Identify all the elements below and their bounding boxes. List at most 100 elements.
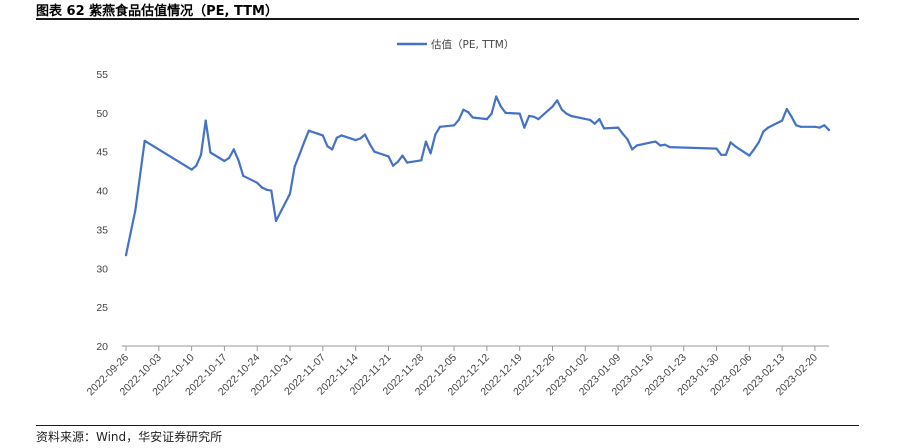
data-point xyxy=(195,164,198,167)
data-point xyxy=(363,133,367,136)
data-point xyxy=(396,160,399,163)
source-note: 资料来源：Wind，华安证券研究所 xyxy=(36,430,223,444)
data-point xyxy=(528,114,531,118)
data-point xyxy=(593,122,596,125)
data-point xyxy=(659,144,662,147)
data-point xyxy=(265,188,268,191)
data-point xyxy=(237,159,240,162)
data-point xyxy=(457,118,460,121)
data-point xyxy=(537,118,540,121)
data-point xyxy=(626,138,629,141)
data-point xyxy=(827,128,831,132)
data-point xyxy=(401,154,404,157)
data-point xyxy=(551,105,554,108)
data-point xyxy=(485,118,488,121)
data-point xyxy=(748,154,751,157)
title-divider xyxy=(36,18,859,20)
data-point xyxy=(270,189,273,192)
data-point xyxy=(124,254,128,257)
data-point xyxy=(143,139,146,142)
data-point xyxy=(785,107,788,111)
data-point xyxy=(307,129,310,132)
data-point xyxy=(499,105,502,108)
data-point xyxy=(495,95,498,98)
legend: 估值（PE, TTM） xyxy=(397,38,514,51)
data-point xyxy=(720,153,723,156)
series-line xyxy=(124,95,831,257)
data-point xyxy=(635,144,638,147)
data-point xyxy=(335,136,338,139)
data-point xyxy=(321,134,324,137)
data-point xyxy=(565,112,568,115)
data-point xyxy=(204,119,207,122)
data-point xyxy=(223,159,226,163)
data-point xyxy=(532,115,535,118)
data-point xyxy=(504,111,507,114)
data-point xyxy=(654,140,657,143)
data-point xyxy=(813,125,817,128)
data-point xyxy=(288,192,292,195)
data-point xyxy=(232,148,235,151)
data-point xyxy=(242,174,245,177)
data-point xyxy=(560,108,564,111)
y-tick-label: 45 xyxy=(96,147,108,159)
source-divider xyxy=(36,425,859,426)
data-point xyxy=(518,112,521,115)
data-point xyxy=(795,124,798,127)
data-point xyxy=(420,159,423,162)
y-tick-label: 25 xyxy=(96,302,108,314)
data-point xyxy=(752,148,756,151)
y-tick-label: 35 xyxy=(96,224,108,236)
data-point xyxy=(256,181,259,184)
data-point xyxy=(734,145,737,148)
data-point xyxy=(387,155,390,158)
data-point xyxy=(134,208,137,212)
figure-title: 图表 62 紫燕食品估值情况（PE, TTM） xyxy=(36,4,278,19)
data-point xyxy=(602,127,606,130)
x-axis: 2022-09-262022-10-032022-10-102022-10-17… xyxy=(85,345,829,398)
data-point xyxy=(598,118,601,121)
data-point xyxy=(354,139,357,142)
data-point xyxy=(570,114,573,118)
data-point xyxy=(757,141,760,144)
data-point xyxy=(326,145,329,148)
data-point xyxy=(649,141,653,144)
data-point xyxy=(621,132,624,135)
y-tick-label: 50 xyxy=(96,108,108,120)
data-point xyxy=(434,133,437,136)
data-point xyxy=(523,126,526,129)
data-point xyxy=(556,99,559,102)
data-point xyxy=(293,165,296,168)
y-axis: 20 25 30 35 40 45 50 55 xyxy=(96,69,108,353)
data-point xyxy=(663,143,667,146)
data-point xyxy=(631,148,634,151)
data-point xyxy=(359,137,362,140)
data-point xyxy=(190,168,193,171)
data-point xyxy=(462,108,465,111)
data-point xyxy=(588,118,592,121)
data-point xyxy=(799,125,803,128)
data-point xyxy=(331,148,334,151)
data-point xyxy=(303,141,306,144)
data-point xyxy=(790,115,793,118)
data-point xyxy=(298,153,301,156)
data-point xyxy=(424,140,427,143)
data-point xyxy=(260,186,263,189)
data-point xyxy=(228,156,231,159)
data-point xyxy=(818,126,821,129)
data-point xyxy=(767,126,770,129)
y-tick-label: 20 xyxy=(96,341,108,353)
data-point xyxy=(199,153,203,156)
y-tick-label: 30 xyxy=(96,263,108,275)
data-point xyxy=(373,150,376,153)
data-point xyxy=(617,126,620,129)
data-point xyxy=(340,134,343,137)
data-point xyxy=(209,151,212,154)
data-point xyxy=(823,124,826,127)
data-point xyxy=(392,164,395,167)
y-tick-label: 40 xyxy=(96,186,108,198)
y-tick-label: 55 xyxy=(96,69,108,81)
data-point xyxy=(453,124,456,127)
data-point xyxy=(715,147,718,150)
